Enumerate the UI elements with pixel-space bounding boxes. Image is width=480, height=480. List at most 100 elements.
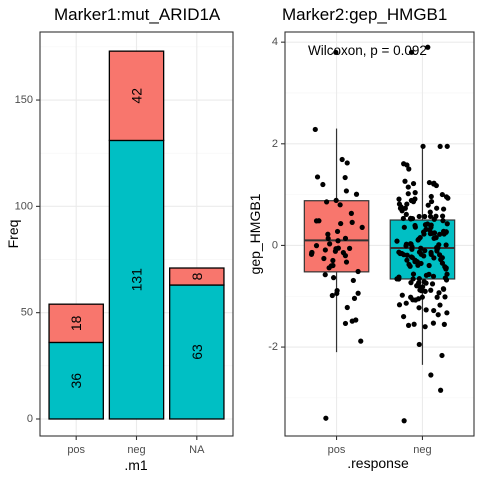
data-point (440, 218, 446, 224)
right-panel-border (284, 31, 475, 437)
data-point (326, 265, 332, 271)
panel-right: Marker2:gep_HMGB1 Wilcoxon, p = 0.092 -2… (247, 5, 475, 471)
data-point (330, 275, 337, 281)
y-tick-label: 100 (15, 200, 33, 212)
data-point (441, 321, 447, 327)
right-points (308, 44, 451, 424)
data-point (426, 179, 433, 186)
data-point (350, 277, 356, 284)
data-point (417, 234, 423, 241)
bar-segment (169, 284, 225, 420)
data-point (428, 249, 434, 256)
data-point (408, 254, 415, 260)
data-point (342, 320, 349, 327)
data-point (431, 235, 437, 241)
data-point (403, 211, 409, 218)
data-point (444, 221, 450, 227)
data-point (404, 201, 410, 207)
outlier-point (408, 49, 415, 55)
bar-value-label: 131 (129, 268, 145, 292)
data-point (427, 213, 434, 220)
y-tick-label: 2 (272, 138, 278, 150)
data-point (401, 161, 407, 167)
data-point (442, 294, 448, 300)
panel-left: Marker1:mut_ARID1A 36 18 131 42 63 8 0 50 100 15… (5, 5, 234, 473)
left-y-axis: 0 50 100 150 (15, 94, 40, 425)
bar-value-label: 36 (68, 373, 84, 389)
data-point (334, 288, 340, 294)
data-point (325, 235, 331, 242)
data-point (322, 272, 328, 278)
data-point (330, 262, 336, 269)
data-point (334, 228, 341, 235)
data-point (443, 242, 449, 248)
data-point (405, 184, 411, 190)
data-point (431, 307, 437, 314)
data-point (412, 190, 418, 196)
y-tick-label: 4 (272, 36, 278, 48)
data-point (428, 287, 434, 293)
data-point (314, 174, 321, 180)
data-point (430, 273, 437, 279)
data-point (312, 126, 318, 133)
data-point (411, 321, 417, 327)
data-point (434, 245, 440, 251)
data-point (409, 246, 415, 252)
data-point (342, 253, 349, 259)
data-point (429, 281, 436, 287)
data-point (344, 160, 350, 166)
data-point (403, 243, 409, 249)
data-point (327, 241, 333, 247)
outlier-point (401, 418, 407, 424)
data-point (343, 188, 349, 194)
right-x-axis: pos neg (328, 436, 432, 456)
data-point (436, 290, 442, 296)
right-y-axis-title: gep_HMGB1 (247, 193, 263, 274)
data-point (416, 276, 422, 282)
data-point (397, 205, 404, 211)
data-point (427, 227, 433, 233)
bar-segment (108, 139, 165, 420)
data-point (426, 262, 432, 269)
data-point (425, 202, 431, 208)
data-point (402, 205, 408, 211)
data-point (422, 324, 428, 330)
bar-value-label: 63 (189, 344, 205, 360)
data-point (349, 318, 355, 324)
data-point (349, 219, 355, 225)
data-point (412, 224, 418, 230)
data-point (404, 257, 410, 263)
data-point (437, 143, 443, 150)
data-point (410, 271, 417, 277)
data-point (443, 266, 449, 272)
data-point (353, 191, 360, 197)
data-point (333, 197, 339, 203)
data-point (405, 191, 411, 197)
chart-title-right: Marker2:gep_HMGB1 (282, 5, 447, 24)
stat-annotation: Wilcoxon, p = 0.092 (308, 43, 427, 58)
y-tick-label: 150 (15, 94, 33, 106)
data-point (347, 245, 353, 251)
y-tick-label: 50 (21, 307, 33, 319)
data-point (400, 313, 407, 320)
data-point (316, 218, 322, 224)
data-point (338, 220, 344, 227)
data-point (439, 352, 445, 359)
data-point (431, 255, 437, 261)
data-point (342, 235, 349, 241)
data-point (408, 280, 414, 286)
data-point (399, 292, 405, 298)
data-point (416, 341, 422, 348)
data-point (444, 143, 450, 149)
data-point (355, 290, 361, 296)
data-point (332, 248, 338, 254)
data-point (438, 256, 444, 263)
data-point (342, 174, 348, 181)
data-point (427, 209, 433, 215)
bar-segment (48, 303, 104, 344)
outlier-point (425, 44, 431, 50)
data-point (405, 322, 412, 328)
data-point (416, 305, 422, 311)
data-point (396, 302, 403, 308)
